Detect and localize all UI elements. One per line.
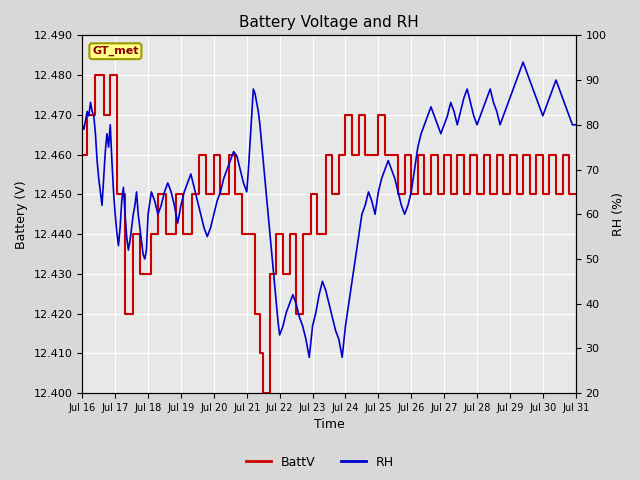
Y-axis label: RH (%): RH (%) (612, 192, 625, 236)
Legend: BattV, RH: BattV, RH (241, 451, 399, 474)
Y-axis label: Battery (V): Battery (V) (15, 180, 28, 249)
Title: Battery Voltage and RH: Battery Voltage and RH (239, 15, 419, 30)
Text: GT_met: GT_met (92, 46, 139, 56)
X-axis label: Time: Time (314, 419, 344, 432)
